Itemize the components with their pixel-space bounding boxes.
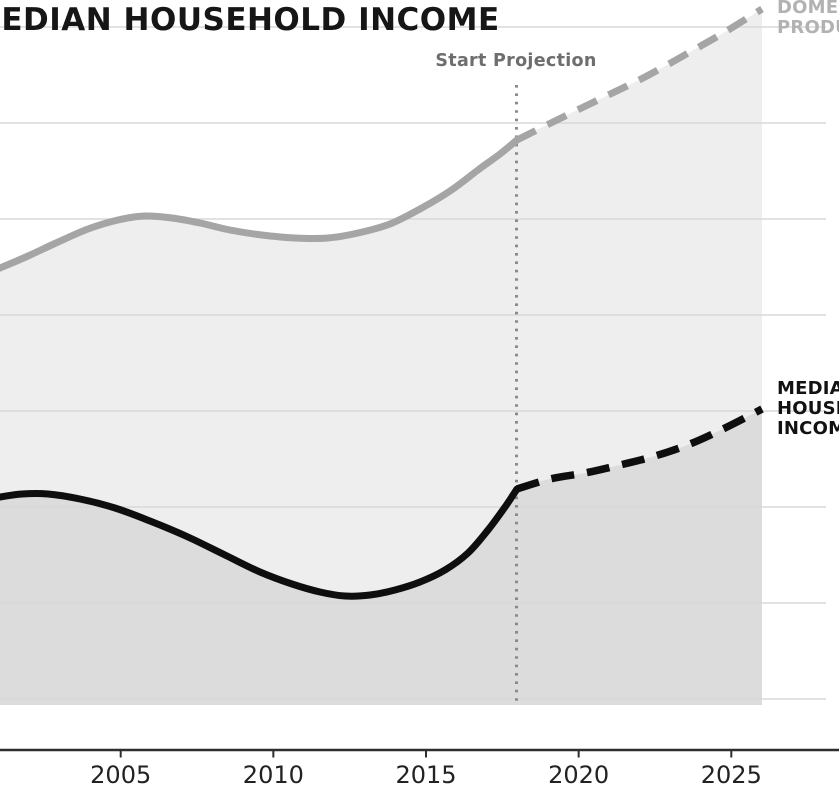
x-tick-label: 2025 [700,761,762,789]
x-tick-label: 2010 [242,761,304,789]
x-tick-label: 2005 [90,761,152,789]
mhi-area-fill [0,409,762,705]
chart-title: MEDIAN HOUSEHOLD INCOME [0,2,500,38]
x-tick-label: 2020 [548,761,610,789]
gdp-series-label-line2: PRODUCT [777,17,839,38]
mhi-series-label-line2: HOUSEHOLD [777,398,839,419]
mhi-line-observed [0,485,521,600]
gdp-line-observed [0,136,521,272]
mhi-line-projected [515,405,764,493]
mhi-series-label: MEDIAN HOUSEHOLD INCOME [777,379,839,439]
mhi-series-label-line1: MEDIAN [777,378,839,399]
mhi-series-label-line3: INCOME [777,418,839,439]
gdp-line-projected [515,6,764,144]
x-tick-label: 2015 [395,761,457,789]
gdp-series-label-line1: DOMESTIC [777,0,839,18]
start-projection-annotation: Start Projection [435,51,597,71]
gdp-series-label: DOMESTIC PRODUCT [777,0,839,38]
